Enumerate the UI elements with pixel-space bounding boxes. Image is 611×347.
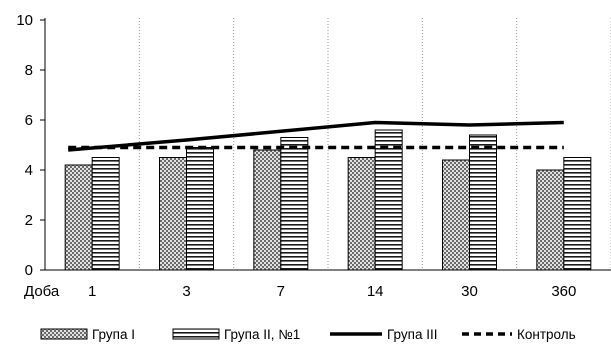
bar <box>91 157 120 271</box>
legend-label-group-1: Група І <box>92 327 135 342</box>
gridlines <box>138 18 611 270</box>
bar <box>563 157 592 271</box>
bars <box>64 129 592 271</box>
legend-label-group-3: Група ІІІ <box>387 327 437 342</box>
legend-swatch-group-2 <box>172 328 220 340</box>
bar <box>374 129 403 271</box>
x-tick-label: 7 <box>277 283 285 300</box>
y-tick-labels: 0 2 4 6 8 10 <box>16 12 45 279</box>
y-tick-label: 6 <box>25 112 33 129</box>
series-line <box>68 120 564 152</box>
x-tick-label: 3 <box>182 283 190 300</box>
y-tick-label: 2 <box>25 212 33 229</box>
bar <box>469 134 497 271</box>
x-tick-label: 30 <box>461 283 478 300</box>
bar <box>253 149 282 271</box>
legend: Група І Група ІІ, №1 Група ІІІ Контроль <box>40 327 576 342</box>
y-tick-label: 8 <box>25 62 33 79</box>
x-tick-label: 14 <box>367 283 384 300</box>
y-tick-label: 10 <box>16 12 33 29</box>
bar <box>280 137 309 271</box>
y-tick-label: 0 <box>25 262 33 279</box>
lines <box>68 120 564 152</box>
bar <box>536 169 565 271</box>
legend-label-group-2: Група ІІ, №1 <box>224 327 300 342</box>
bar <box>159 157 187 271</box>
legend-label-control: Контроль <box>517 327 576 342</box>
legend-swatch-group-1 <box>40 328 88 340</box>
x-tick-labels: Доба 1 3 7 14 30 360 <box>24 283 576 300</box>
x-tick-label: 360 <box>551 283 576 300</box>
bar <box>347 157 376 271</box>
bar <box>442 159 470 271</box>
x-tick-label: 1 <box>88 283 96 300</box>
bar <box>186 147 214 271</box>
y-tick-label: 4 <box>25 162 33 179</box>
bar <box>64 164 93 271</box>
x-axis-title: Доба <box>24 283 60 300</box>
